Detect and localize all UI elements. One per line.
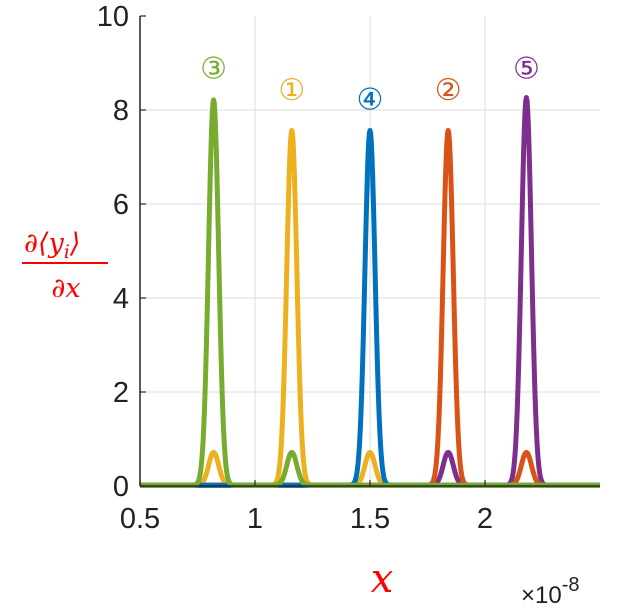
x-scale-label: ×10-8 <box>521 574 580 609</box>
y-tick-label: 8 <box>113 95 129 127</box>
peak-label: ③ <box>200 52 227 87</box>
y-tick-label: 6 <box>113 189 129 221</box>
y-tick-label: 10 <box>97 1 129 33</box>
peak-label: ⑤ <box>513 52 540 87</box>
x-tick-label: 1 <box>247 503 263 535</box>
x-tick-label: 0.5 <box>120 503 160 535</box>
x-scale-base: ×10 <box>521 582 562 609</box>
peak-label: ② <box>435 73 462 108</box>
axes <box>139 15 600 487</box>
y-label-denominator: ∂x <box>51 273 80 304</box>
x-axis-label: x <box>371 556 394 602</box>
peak-label: ① <box>278 73 305 108</box>
y-label-close: ⟩ <box>69 228 81 259</box>
y-tick-label: 4 <box>113 283 129 315</box>
x-tick-labels: 0.5 1 1.5 2 <box>120 503 493 535</box>
y-tick-labels: 0 2 4 6 8 10 <box>97 1 129 503</box>
peak-label: ④ <box>357 82 384 117</box>
y-tick-label: 2 <box>113 377 129 409</box>
x-scale-exponent: -8 <box>562 574 580 596</box>
x-tick-label: 1.5 <box>350 503 390 535</box>
y-label-numerator: ∂⟨y <box>24 228 64 259</box>
y-axis-label: ∂⟨yi⟩ ∂x <box>22 228 108 304</box>
svg-text:∂⟨yi⟩: ∂⟨yi⟩ <box>24 228 80 263</box>
x-tick-label: 2 <box>477 503 493 535</box>
peak-annotations: ③ ① ④ ② ⑤ <box>200 52 540 118</box>
y-tick-label: 0 <box>113 471 129 503</box>
y-label-subscript: i <box>64 241 70 263</box>
